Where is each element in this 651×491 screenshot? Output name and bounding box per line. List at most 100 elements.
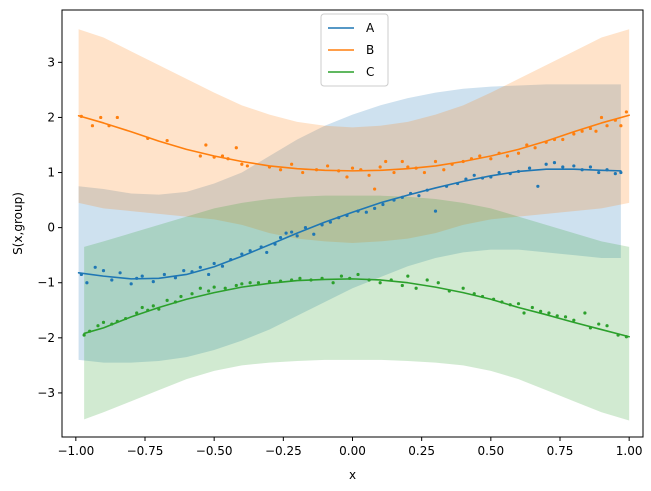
line-a [77, 168, 622, 280]
point-c [339, 274, 344, 278]
point-a [110, 278, 114, 282]
point-a [536, 184, 540, 188]
legend-label-a: A [366, 21, 375, 35]
point-b [278, 168, 283, 172]
point-c [331, 281, 335, 285]
y-tick-label: 0 [47, 221, 55, 235]
point-a [278, 235, 283, 240]
point-a [597, 170, 601, 175]
y-tick-label: −2 [37, 331, 55, 345]
legend: ABC [320, 13, 389, 87]
point-a [173, 276, 178, 280]
point-c [82, 333, 86, 337]
x-tick-label: 0.00 [339, 444, 366, 458]
point-c [414, 286, 418, 290]
point-a [212, 261, 216, 266]
point-b [367, 173, 371, 177]
x-tick-label: −0.75 [127, 444, 164, 458]
line-b [77, 114, 630, 172]
point-a [240, 252, 244, 256]
point-a [182, 269, 186, 273]
band-b [78, 29, 630, 244]
x-tick-label: −1.00 [57, 444, 94, 458]
point-c [547, 311, 551, 315]
point-c [212, 285, 216, 289]
point-c [298, 276, 302, 280]
band-c [84, 195, 630, 421]
y-tick-label: 3 [47, 55, 55, 69]
point-b [478, 154, 482, 158]
point-c [605, 324, 609, 328]
point-a [552, 161, 557, 165]
x-axis-label: x [349, 468, 356, 482]
point-b [422, 170, 427, 175]
point-b [489, 157, 493, 161]
point-a [162, 272, 166, 277]
point-b [115, 115, 119, 120]
point-c [522, 311, 526, 315]
point-a [198, 265, 202, 269]
point-c [223, 286, 227, 290]
point-b [533, 146, 537, 150]
point-a [265, 250, 269, 255]
point-b [624, 110, 629, 114]
y-tick-label: −3 [37, 386, 55, 400]
point-a [527, 166, 532, 170]
point-c [597, 322, 601, 326]
point-b [605, 124, 609, 128]
point-c [583, 311, 587, 315]
point-b [433, 159, 438, 164]
point-a [328, 220, 332, 224]
point-b [99, 115, 103, 120]
point-a [364, 210, 368, 214]
legend-label-c: C [366, 65, 374, 79]
point-b [588, 126, 593, 131]
point-b [240, 162, 244, 166]
x-tick-label: 0.50 [477, 444, 504, 458]
point-a [248, 249, 252, 253]
y-tick-label: −1 [37, 276, 55, 290]
point-b [525, 143, 529, 147]
point-c [555, 314, 559, 318]
point-b [442, 168, 446, 172]
point-c [179, 294, 183, 299]
point-c [96, 324, 100, 328]
point-b [392, 170, 396, 175]
point-c [378, 281, 382, 285]
point-a [497, 170, 501, 175]
point-b [373, 187, 377, 191]
point-a [381, 202, 385, 207]
point-b [580, 129, 584, 133]
point-b [619, 124, 623, 128]
point-c [151, 304, 155, 308]
point-b [400, 159, 404, 164]
point-c [425, 278, 429, 282]
point-a [417, 194, 421, 198]
point-c [563, 315, 568, 319]
point-b [505, 154, 510, 158]
point-c [461, 286, 465, 290]
point-a [303, 226, 308, 230]
point-a [101, 269, 106, 273]
x-tick-label: −0.50 [196, 444, 233, 458]
point-c [140, 305, 144, 310]
point-a [85, 281, 89, 285]
point-c [516, 302, 521, 306]
x-tick-label: 0.25 [408, 444, 435, 458]
point-a [207, 272, 211, 277]
point-a [619, 170, 623, 175]
point-a [220, 264, 225, 268]
point-a [373, 206, 377, 210]
point-b [204, 143, 208, 147]
point-a [561, 165, 565, 169]
series-lines [77, 114, 630, 338]
point-c [356, 272, 360, 277]
x-axis-ticks: −1.00 −0.75 −0.50 −0.25 0.00 0.25 0.50 0.75 1.00 [57, 437, 643, 458]
point-a [295, 234, 299, 238]
point-a [433, 209, 438, 213]
confidence-bands [78, 29, 630, 421]
point-b [516, 151, 521, 155]
point-c [406, 274, 410, 278]
